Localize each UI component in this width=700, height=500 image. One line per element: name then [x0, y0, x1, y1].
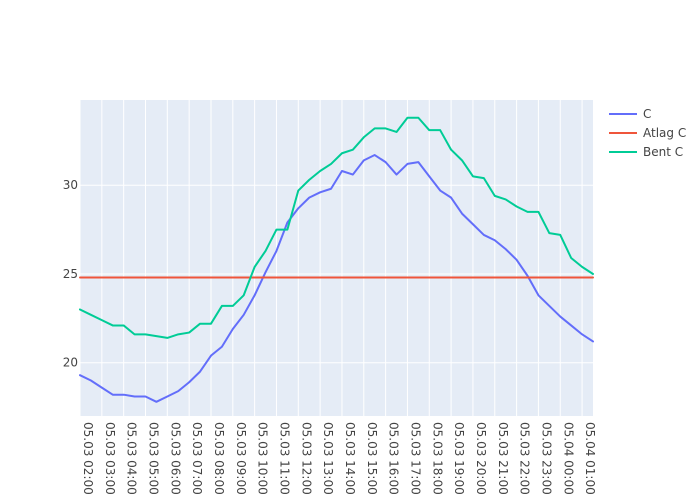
legend-item-bent-c[interactable]: Bent C: [609, 145, 683, 159]
x-tick-label: 05.04 01:00: [583, 422, 597, 495]
x-tick-label: 05.03 13:00: [321, 422, 335, 495]
x-tick-label: 05.03 11:00: [277, 422, 291, 495]
x-tick-label: 05.03 05:00: [146, 422, 160, 495]
plot-background: [80, 100, 593, 416]
x-tick-label: 05.03 22:00: [518, 422, 532, 495]
legend-label: Atlag C: [643, 126, 686, 140]
series-line-c: [79, 154, 594, 403]
legend-item-atlag-c[interactable]: Atlag C: [609, 126, 686, 140]
x-tick-label: 05.03 03:00: [103, 422, 117, 495]
x-tick-label: 05.03 20:00: [474, 422, 488, 495]
y-tick-label: 20: [63, 356, 78, 370]
x-tick-label: 05.04 00:00: [561, 422, 575, 495]
x-tick-label: 05.03 02:00: [81, 422, 95, 495]
legend[interactable]: C Atlag C Bent C: [609, 107, 686, 159]
x-axis-tick-labels: 05.03 02:00 05.03 03:00 05.03 04:00 05.03 0…: [81, 422, 597, 495]
x-tick-label: 05.03 19:00: [452, 422, 466, 495]
x-tick-label: 05.03 07:00: [190, 422, 204, 495]
y-axis-tick-labels: 20 25 30: [63, 178, 78, 370]
legend-item-c[interactable]: C: [609, 107, 651, 121]
x-tick-label: 05.03 10:00: [256, 422, 270, 495]
x-tick-label: 05.03 18:00: [430, 422, 444, 495]
x-tick-label: 05.03 12:00: [299, 422, 313, 495]
y-tick-label: 25: [63, 267, 78, 281]
y-tick-label: 30: [63, 178, 78, 192]
x-tick-label: 05.03 23:00: [539, 422, 553, 495]
x-tick-label: 05.03 14:00: [343, 422, 357, 495]
legend-label: C: [643, 107, 651, 121]
series-layer: [79, 116, 594, 403]
x-tick-label: 05.03 15:00: [365, 422, 379, 495]
x-gridlines: [79, 100, 583, 416]
x-tick-label: 05.03 04:00: [125, 422, 139, 495]
x-tick-label: 05.03 17:00: [408, 422, 422, 495]
x-tick-label: 05.03 16:00: [387, 422, 401, 495]
x-tick-label: 05.03 06:00: [168, 422, 182, 495]
x-tick-label: 05.03 08:00: [212, 422, 226, 495]
x-tick-label: 05.03 09:00: [234, 422, 248, 495]
legend-label: Bent C: [643, 145, 683, 159]
y-gridlines: [80, 184, 593, 364]
series-line-bent-c: [79, 116, 594, 339]
x-tick-label: 05.03 21:00: [496, 422, 510, 495]
